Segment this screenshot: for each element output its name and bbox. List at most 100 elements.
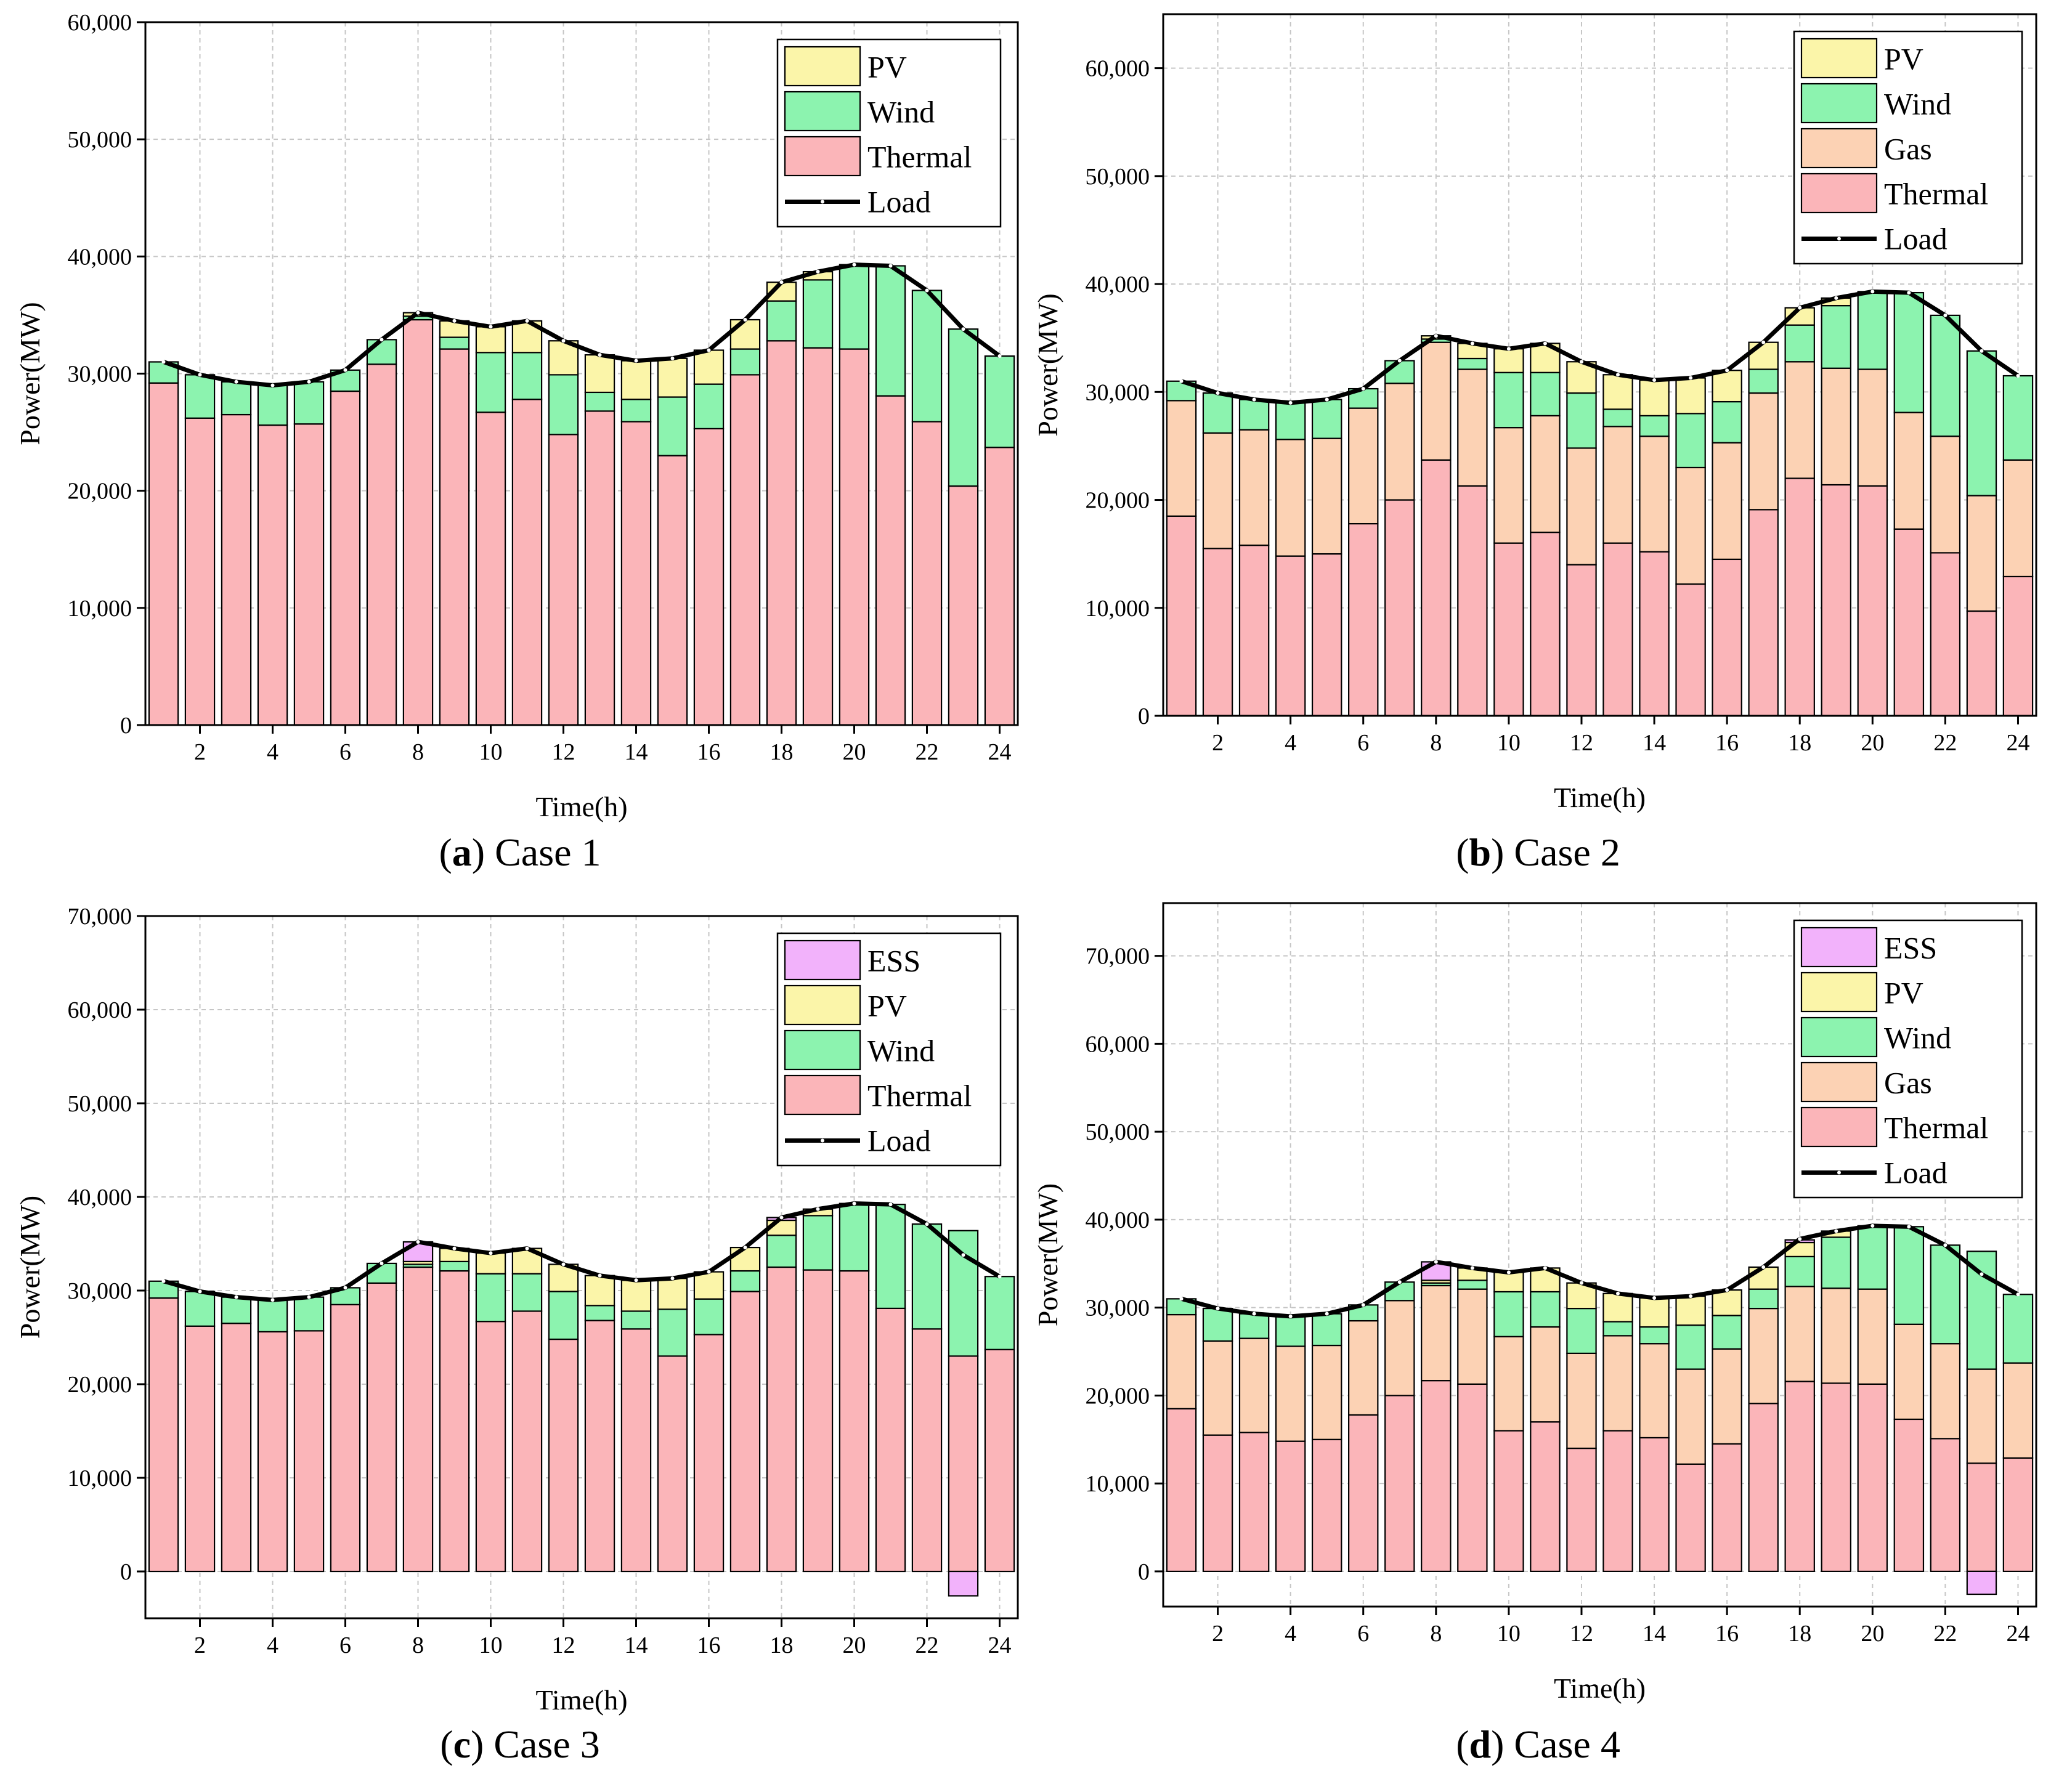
bar-wind-h24 [2002,375,2034,461]
legend-label-pv: PV [1884,976,1923,1010]
bar-thermal-h5 [293,423,325,726]
caption: (d) Case 4 [1456,1722,1620,1766]
y-tick-label: 70,000 [1086,944,1150,970]
x-tick-label: 16 [697,739,721,765]
bar-thermal-h8 [402,1266,434,1573]
bar-thermal-h3 [1238,1432,1270,1572]
bar-wind-h13 [1602,408,1633,428]
y-axis: 0 10,000 20,000 30,000 40,000 50,000 60,000 70,… [1086,944,1163,1585]
y-axis: 0 10,000 20,000 30,000 40,000 50,000 60,000 [68,10,145,739]
bar-thermal-h5 [293,1330,325,1573]
bar-thermal-h11 [511,399,543,726]
y-tick-label: 30,000 [1086,379,1150,405]
bar-wind-h21 [875,265,906,397]
caption-text: Case 1 [485,830,601,874]
legend-marker-load [1837,237,1841,241]
bar-thermal-h6 [1348,522,1379,717]
load-point-h2 [198,1289,202,1294]
bar-wind-h21 [875,1204,906,1309]
bar-pv-h10 [475,326,506,354]
load-point-h8 [1434,1260,1438,1264]
load-point-h3 [234,379,238,384]
legend-label-ess: ESS [867,944,920,978]
y-tick-label: 60,000 [68,10,132,36]
legend-label-load: Load [867,185,931,219]
load-point-h11 [525,1246,529,1251]
bar-gas-h22 [1930,1343,1961,1440]
bar-wind-h9 [439,1260,470,1272]
bar-wind-h23 [1966,350,1997,497]
bar-pv-h14 [1639,1297,1670,1328]
load-point-h1 [161,360,166,364]
bar-wind-h23 [948,328,979,487]
bar-wind-h24 [984,1276,1015,1350]
bar-wind-h5 [1311,399,1342,439]
bar-pv-h13 [584,1275,615,1307]
bar-wind-h12 [548,1291,579,1340]
caption-letter: c [453,1722,471,1766]
bars [148,1202,1015,1597]
bar-wind-h16 [1712,400,1742,444]
bar-thermal-h16 [693,1334,725,1573]
bar-thermal-h10 [1493,542,1524,717]
x-tick-label: 10 [1497,1621,1521,1647]
load-point-h23 [1980,1272,1984,1276]
x-tick-label: 8 [1430,730,1442,756]
bar-thermal-h16 [693,428,725,726]
bar-gas-h18 [1784,1286,1815,1382]
x-tick-label: 20 [1861,1621,1884,1647]
bar-gas-h14 [1639,436,1670,553]
load-point-h16 [1725,1288,1729,1292]
load-point-h17 [1761,1265,1766,1269]
bar-wind-h2 [1202,392,1233,434]
bar-thermal-h21 [875,395,906,726]
load-point-h9 [1470,1266,1474,1270]
bar-thermal-h24 [2002,1457,2034,1572]
bar-gas-h16 [1712,1348,1742,1445]
bar-thermal-h2 [1202,548,1233,717]
bar-thermal-h8 [402,318,434,726]
load-line [163,262,1001,388]
load-point-h6 [343,1286,347,1290]
y-tick-label: 0 [120,713,132,739]
caption-letter: b [1469,830,1492,874]
y-axis-label: Power(MW) [1032,293,1063,437]
bar-wind-h14 [620,399,652,423]
bar-wind-h9 [439,336,470,350]
load-point-h1 [1179,379,1184,383]
legend-label-load: Load [1884,1156,1947,1190]
load-point-h6 [1361,1303,1365,1307]
bar-thermal-h22 [1930,1438,1961,1572]
x-tick-label: 8 [1430,1621,1442,1647]
legend-swatch-wind [1800,1016,1878,1058]
caption-paren-open: ( [1456,830,1469,874]
x-tick-label: 20 [1861,730,1884,756]
legend-marker-load [821,200,824,204]
bar-wind-h2 [1202,1307,1233,1342]
y-tick-label: 30,000 [68,1278,132,1304]
bar-wind-h23 [948,1230,979,1357]
legend-label-thermal: Thermal [867,1079,972,1113]
bar-gas-h20 [1857,368,1888,487]
x-axis: 2 4 6 8 10 12 14 16 18 20 22 24 [1212,1607,2029,1647]
bar-wind-h4 [1275,1315,1306,1347]
bar-wind-h18 [766,300,797,342]
bar-gas-h6 [1348,407,1379,525]
load-point-h23 [961,327,965,331]
y-tick-label: 0 [1138,703,1150,729]
load-point-h19 [816,1207,820,1211]
bar-wind-h15 [1675,1324,1706,1370]
legend-label-load: Load [1884,222,1947,256]
bar-thermal-h20 [839,1270,870,1573]
bar-gas-h8 [1421,1284,1452,1382]
bar-gas-h4 [1275,1345,1306,1442]
load-point-h22 [925,288,929,293]
bar-thermal-h7 [366,363,397,726]
load-point-h8 [416,310,420,315]
bar-gas-h19 [1821,1287,1851,1384]
x-tick-label: 16 [1715,730,1739,756]
bar-wind-h13 [584,391,615,412]
load-point-h22 [1943,313,1947,317]
legend-label-ess: ESS [1884,931,1937,965]
legend-swatch-pv [784,984,861,1026]
